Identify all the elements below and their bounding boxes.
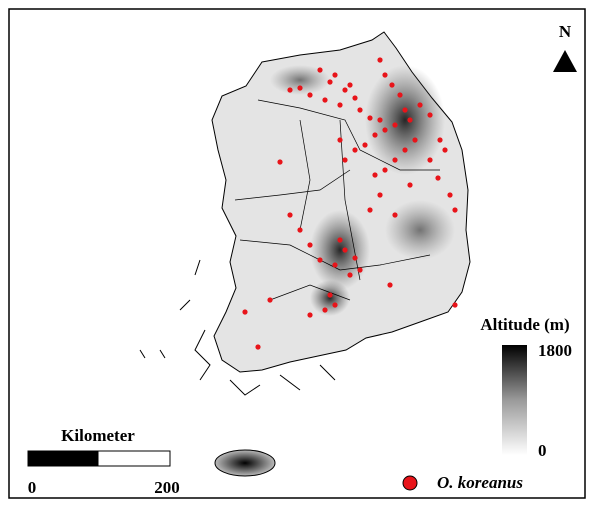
occurrence-point (277, 159, 282, 164)
occurrence-point (377, 117, 382, 122)
occurrence-point (255, 344, 260, 349)
occurrence-point (242, 309, 247, 314)
scale-tick: 0 (28, 478, 37, 497)
scale-tick: 200 (154, 478, 180, 497)
map: N Altitude (m) 1800 0 Kilometer 0 200 O.… (0, 0, 595, 507)
occurrence-point (397, 92, 402, 97)
occurrence-point (287, 87, 292, 92)
occurrence-point (342, 247, 347, 252)
occurrence-point (442, 147, 447, 152)
occurrence-point (327, 79, 332, 84)
occurrence-point (307, 92, 312, 97)
occurrence-point (377, 57, 382, 62)
occurrence-point (372, 172, 377, 177)
occurrence-point (342, 157, 347, 162)
occurrence-point (337, 237, 342, 242)
scale-title: Kilometer (61, 426, 135, 445)
species-label: O. koreanus (437, 473, 523, 492)
occurrence-point (367, 115, 372, 120)
occurrence-point (357, 107, 362, 112)
occurrence-point (337, 137, 342, 142)
occurrence-point (402, 107, 407, 112)
occurrence-point (412, 137, 417, 142)
color-bar (502, 345, 527, 455)
occurrence-point (267, 297, 272, 302)
occurrence-point (392, 157, 397, 162)
occurrence-point (342, 87, 347, 92)
occurrence-point (452, 302, 457, 307)
occurrence-point (407, 117, 412, 122)
occurrence-point (317, 67, 322, 72)
occurrence-point (322, 97, 327, 102)
occurrence-point (337, 102, 342, 107)
occurrence-point (407, 182, 412, 187)
occurrence-point (382, 167, 387, 172)
occurrence-point (332, 72, 337, 77)
occurrence-point (352, 147, 357, 152)
occurrence-point (427, 157, 432, 162)
legend-min: 0 (538, 441, 547, 460)
occurrence-point (382, 72, 387, 77)
occurrence-point (287, 212, 292, 217)
occurrence-point (447, 192, 452, 197)
legend-title: Altitude (m) (480, 315, 569, 334)
occurrence-point (435, 175, 440, 180)
occurrence-point (297, 85, 302, 90)
occurrence-point (387, 282, 392, 287)
occurrence-point (417, 102, 422, 107)
occurrence-point (347, 82, 352, 87)
occurrence-point (372, 132, 377, 137)
occurrence-point (452, 207, 457, 212)
occurrence-point (347, 272, 352, 277)
occurrence-point (367, 207, 372, 212)
occurrence-point (437, 137, 442, 142)
occurrence-point (317, 257, 322, 262)
occurrence-point (382, 127, 387, 132)
occurrence-point (307, 312, 312, 317)
occurrence-point (362, 142, 367, 147)
occurrence-point (327, 292, 332, 297)
occurrence-point (332, 262, 337, 267)
occurrence-point (322, 307, 327, 312)
occurrence-point (377, 192, 382, 197)
occurrence-point (402, 147, 407, 152)
occurrence-point (427, 112, 432, 117)
north-label: N (559, 22, 572, 41)
occurrence-point (357, 267, 362, 272)
occurrence-point (352, 255, 357, 260)
occurrence-point (392, 212, 397, 217)
occurrence-point (332, 302, 337, 307)
occurrence-point (392, 122, 397, 127)
occurrence-point (389, 82, 394, 87)
occurrence-point (297, 227, 302, 232)
occurrence-point (307, 242, 312, 247)
legend-max: 1800 (538, 341, 572, 360)
occurrence-point (352, 95, 357, 100)
